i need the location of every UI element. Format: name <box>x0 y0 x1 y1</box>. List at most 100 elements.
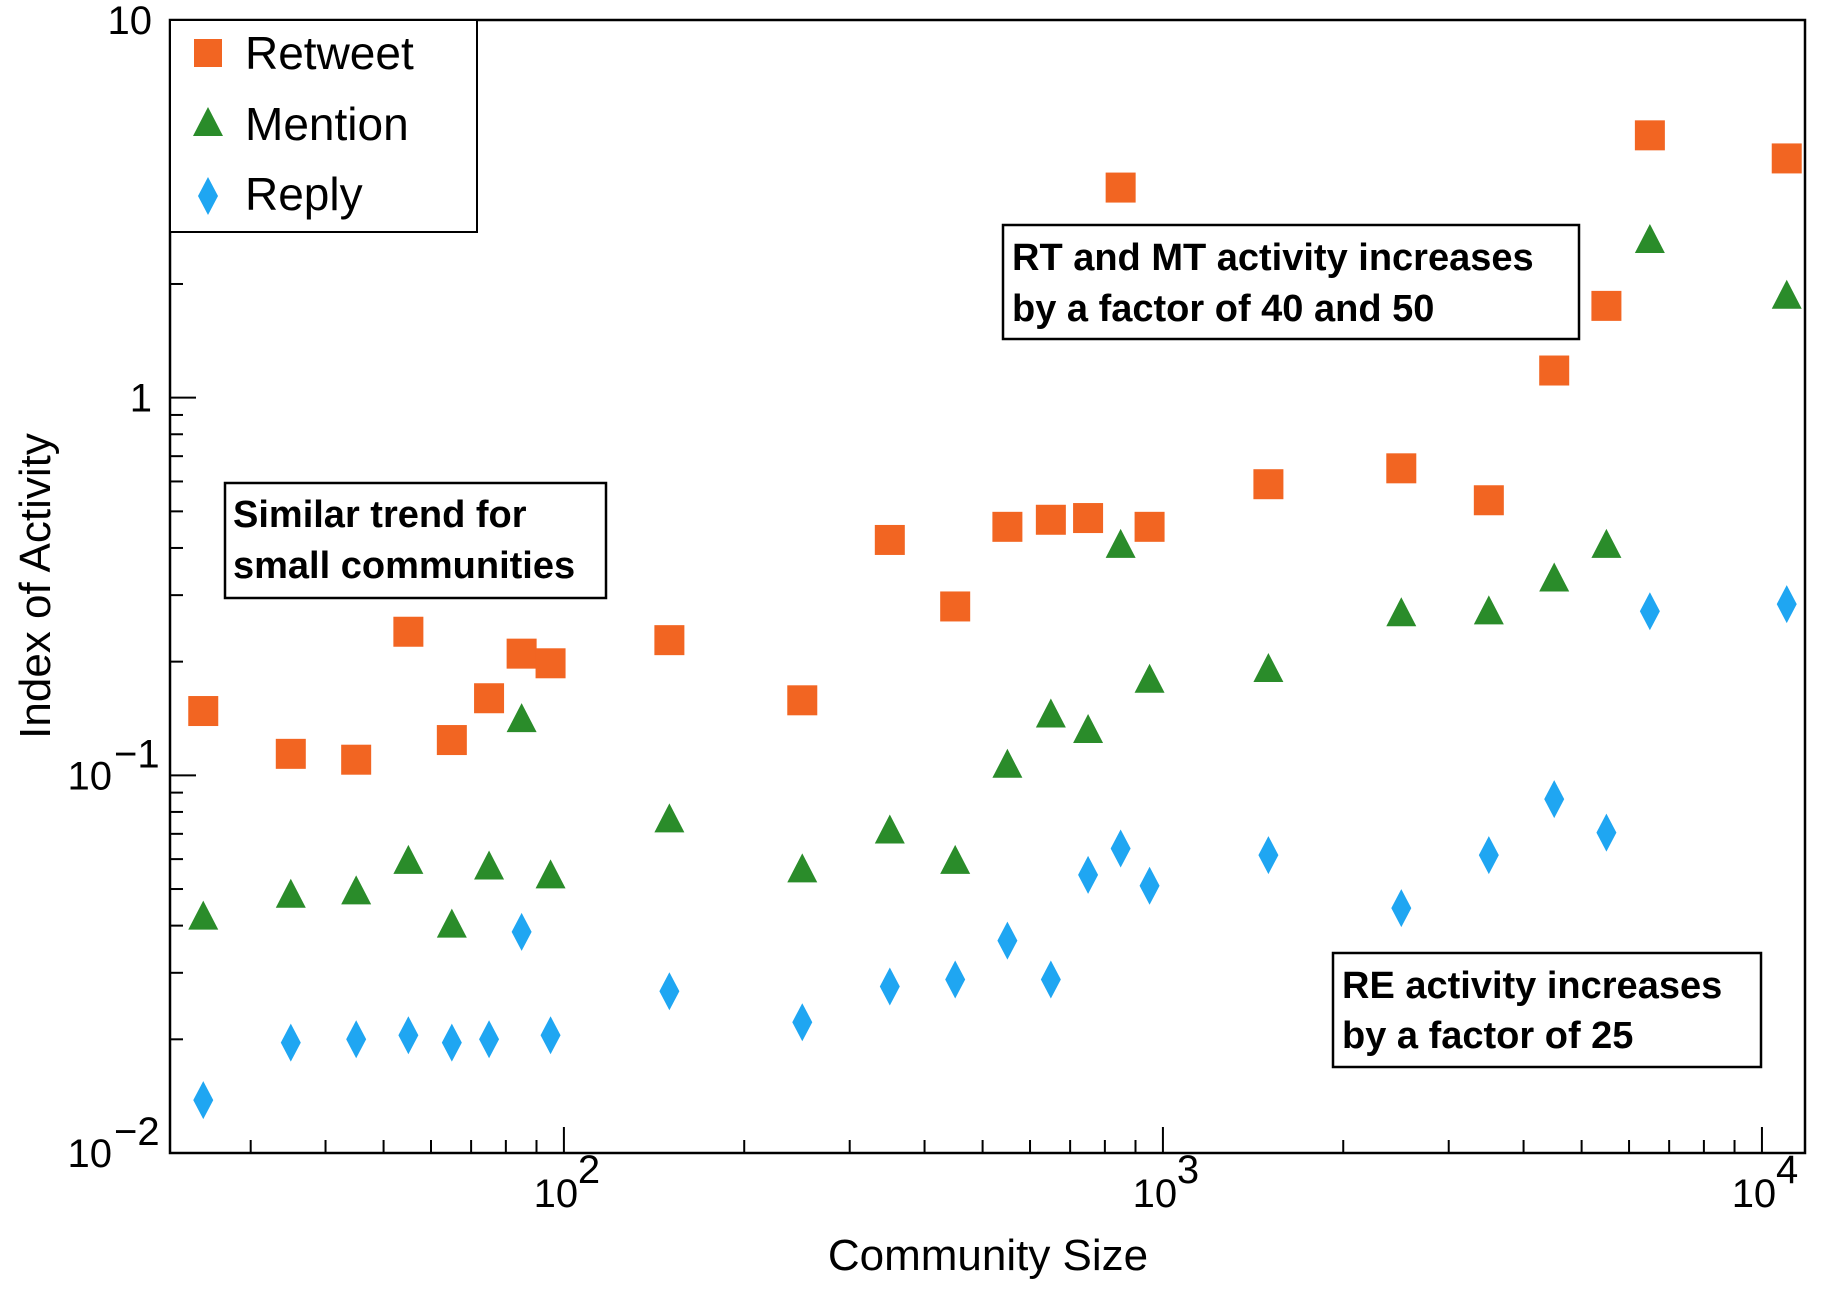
x-tick-label: 10 <box>1732 1172 1777 1216</box>
reply-point <box>945 960 966 999</box>
retweet-point <box>874 524 905 555</box>
legend-mention-label: Mention <box>245 98 409 150</box>
reply-point <box>398 1016 419 1055</box>
legend-retweet-label: Retweet <box>245 27 414 79</box>
x-axis-title: Community Size <box>828 1231 1148 1280</box>
mention-point <box>1073 714 1104 744</box>
retweet-point <box>1771 143 1802 174</box>
retweet-point <box>535 648 566 679</box>
reply-point <box>879 967 900 1006</box>
retweet-point <box>393 616 424 647</box>
annotation-rt-mt: RT and MT activity increases by a factor… <box>1001 223 1581 341</box>
legend-reply-label: Reply <box>245 168 363 220</box>
x-tick-label: 10 <box>1133 1172 1178 1216</box>
reply-point <box>1478 836 1499 875</box>
annotation-re-line-2: by a factor of 25 <box>1342 1015 1633 1057</box>
x-tick-label-exponent: 3 <box>1177 1148 1199 1192</box>
x-tick-label-exponent: 2 <box>578 1148 600 1192</box>
reply-point <box>1391 889 1412 928</box>
retweet-point <box>1073 503 1104 534</box>
data-markers <box>188 120 1802 1120</box>
annotation-re-box <box>1331 951 1763 1069</box>
mention-point <box>787 853 818 883</box>
retweet-point <box>787 685 818 716</box>
annotation-re: RE activity increases by a factor of 25 <box>1331 951 1763 1069</box>
reply-point <box>280 1023 301 1062</box>
legend: Retweet Mention Reply <box>169 19 478 233</box>
retweet-point <box>1253 469 1284 500</box>
y-axis-title: Index of Activity <box>11 433 60 739</box>
retweet-point <box>474 683 505 714</box>
reply-point <box>193 1081 214 1120</box>
reply-point <box>1639 592 1660 631</box>
mention-point <box>654 803 685 833</box>
x-tick-label: 10 <box>534 1172 579 1216</box>
reply-point <box>659 972 680 1011</box>
retweet-point <box>1105 172 1136 203</box>
plot-frame <box>168 18 1807 1155</box>
reply-point <box>792 1003 813 1042</box>
mention-point <box>940 844 971 874</box>
legend-retweet-marker <box>194 39 222 67</box>
reply-point <box>1596 813 1617 852</box>
legend-mention-marker <box>193 107 223 136</box>
mention-point <box>1386 597 1417 627</box>
retweet-point <box>1591 290 1622 321</box>
reply-point <box>1258 836 1279 875</box>
reply-point <box>441 1023 462 1062</box>
reply-point <box>1078 855 1099 894</box>
annotation-rtmt-box <box>1001 223 1581 341</box>
mention-point <box>1771 279 1802 309</box>
mention-point <box>535 859 566 889</box>
mention-point <box>1035 698 1066 728</box>
retweet-point <box>275 738 306 769</box>
y-tick-label: 1 <box>130 377 152 421</box>
mention-point <box>393 844 424 874</box>
retweet-point <box>1035 504 1066 535</box>
y-tick-label: 10 <box>68 1132 113 1176</box>
x-tick-label-exponent: 4 <box>1776 1148 1798 1192</box>
mention-point <box>874 814 905 844</box>
mention-point <box>341 875 372 905</box>
reply-point <box>1544 780 1565 819</box>
mention-point <box>1539 562 1570 592</box>
retweet-point <box>992 511 1023 542</box>
reply-point <box>1139 866 1160 905</box>
reply-point <box>511 912 532 951</box>
y-tick-label-exponent: −2 <box>114 1110 160 1154</box>
mention-point <box>1473 595 1504 625</box>
mention-point <box>275 878 306 908</box>
legend-reply-marker <box>198 177 218 215</box>
axis-ticks <box>170 19 1763 1154</box>
annotation-small-line-2: small communities <box>233 545 575 587</box>
mention-point <box>1134 663 1165 693</box>
retweet-point <box>1473 485 1504 516</box>
mention-point <box>188 900 219 930</box>
mention-point <box>1634 223 1665 253</box>
retweet-point <box>1134 511 1165 542</box>
retweet-point <box>940 591 971 622</box>
annotation-re-line-1: RE activity increases <box>1342 965 1722 1007</box>
y-tick-label-exponent: −1 <box>114 732 160 776</box>
retweet-point <box>188 696 219 727</box>
retweet-point <box>654 625 685 656</box>
retweet-point <box>1539 355 1570 386</box>
annotation-small-line-1: Similar trend for <box>233 494 527 536</box>
mention-point <box>1105 528 1136 558</box>
retweet-point <box>1386 453 1417 484</box>
retweet-point <box>506 638 537 669</box>
annotation-rtmt-line-2: by a factor of 40 and 50 <box>1012 288 1434 330</box>
annotation-small-box <box>223 481 608 600</box>
retweet-point <box>341 744 372 775</box>
reply-point <box>346 1020 367 1059</box>
reply-point <box>540 1016 561 1055</box>
reply-point <box>1776 585 1797 624</box>
mention-point <box>1591 528 1622 558</box>
annotation-rtmt-line-1: RT and MT activity increases <box>1012 237 1534 279</box>
annotation-small-communities: Similar trend for small communities <box>223 481 608 600</box>
retweet-point <box>436 725 467 756</box>
mention-point <box>474 850 505 880</box>
reply-point <box>997 921 1018 960</box>
